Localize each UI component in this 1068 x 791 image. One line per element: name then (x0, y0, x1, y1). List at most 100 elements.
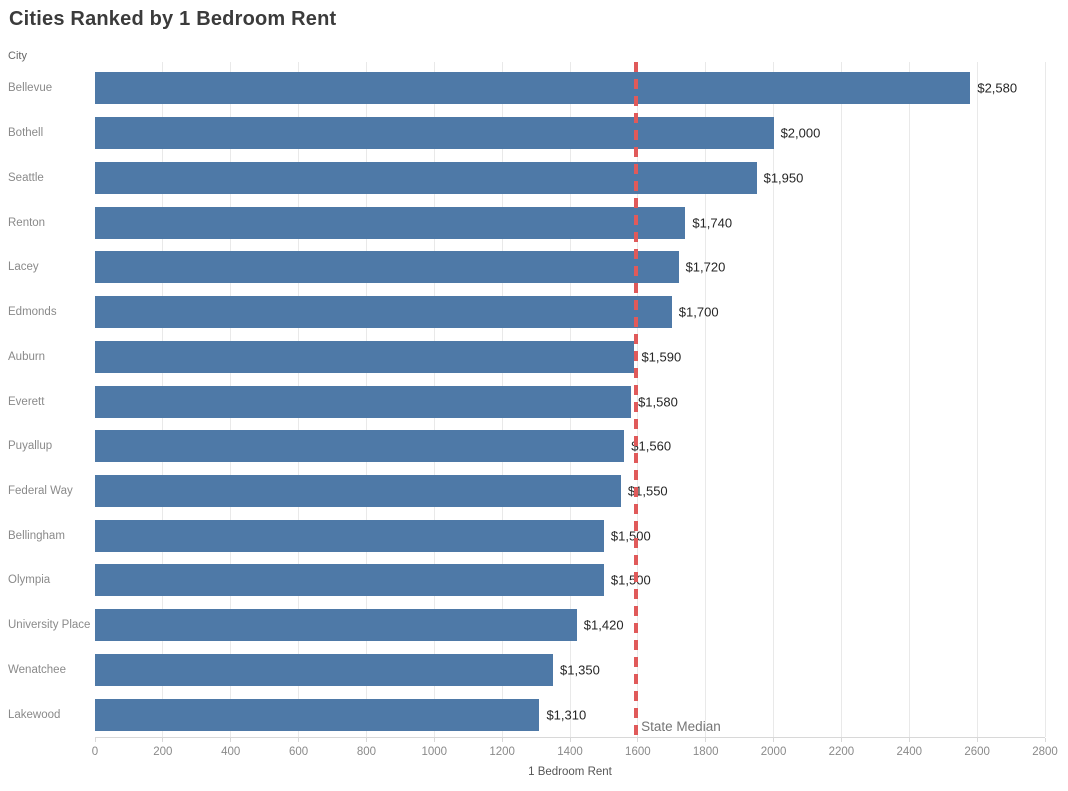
x-tick-label: 1000 (421, 746, 448, 758)
bar-row: Lakewood $1,310 (0, 692, 1068, 737)
category-label: Puyallup (8, 440, 53, 453)
bar-row: Bellingham $1,500 (0, 513, 1068, 558)
x-tick-mark (976, 738, 978, 742)
bar-lacey[interactable] (95, 251, 679, 284)
x-axis-line (95, 737, 1045, 738)
x-tick-label: 2800 (1032, 746, 1058, 758)
bar-track: $1,740 (95, 200, 1045, 245)
x-tick-label: 1400 (557, 746, 583, 758)
category-label: Everett (8, 395, 45, 408)
bar-row: Renton $1,740 (0, 200, 1068, 245)
bar-track: $1,500 (95, 558, 1045, 603)
bar-everett[interactable] (95, 385, 632, 418)
bar-row: Wenatchee $1,350 (0, 648, 1068, 693)
bar-university-place[interactable] (95, 609, 577, 642)
x-tick-label: 1800 (692, 746, 719, 758)
x-tick-mark (501, 738, 503, 742)
bar-auburn[interactable] (95, 340, 635, 373)
value-label: $2,000 (780, 125, 821, 141)
bar-track: $1,580 (95, 379, 1045, 424)
x-tick-mark (569, 738, 571, 742)
bar-track: $1,590 (95, 334, 1045, 379)
category-label: Bellingham (8, 529, 65, 542)
bar-track: $2,000 (95, 111, 1045, 156)
chart-title: Cities Ranked by 1 Bedroom Rent (9, 8, 337, 30)
category-label: Renton (8, 216, 46, 229)
state-median-label: State Median (641, 719, 721, 734)
bar-track: $1,310 (95, 692, 1045, 737)
category-label: Lakewood (8, 708, 61, 721)
bar-olympia[interactable] (95, 564, 604, 597)
bar-puyallup[interactable] (95, 430, 625, 463)
bar-row: Lacey $1,720 (0, 245, 1068, 290)
bar-row: Auburn $1,590 (0, 334, 1068, 379)
x-tick-mark (94, 738, 96, 742)
x-tick-mark (705, 738, 707, 742)
bar-row: Olympia $1,500 (0, 558, 1068, 603)
x-axis-title: 1 Bedroom Rent (528, 766, 612, 778)
gridline (976, 62, 978, 737)
bar-track: $1,350 (95, 648, 1045, 693)
bar-lakewood[interactable] (95, 698, 540, 731)
bar-track: $1,700 (95, 290, 1045, 335)
x-tick-label: 200 (153, 746, 173, 758)
bar-track: $1,720 (95, 245, 1045, 290)
value-label: $1,700 (678, 304, 719, 320)
category-label: University Place (8, 619, 91, 632)
value-label: $1,580 (638, 394, 678, 409)
x-tick-label: 1200 (489, 746, 515, 758)
gridline (705, 62, 707, 737)
x-tick-label: 1600 (625, 746, 651, 758)
bar-row: Seattle $1,950 (0, 155, 1068, 200)
x-tick-mark (298, 738, 300, 742)
x-tick-mark (773, 738, 775, 742)
bar-row: University Place $1,420 (0, 603, 1068, 648)
x-tick-mark (908, 738, 910, 742)
x-tick-label: 600 (288, 746, 309, 758)
bar-wenatchee[interactable] (95, 653, 554, 686)
bar-row: Edmonds $1,700 (0, 290, 1068, 335)
bar-edmonds[interactable] (95, 296, 672, 329)
bar-row: Bothell $2,000 (0, 111, 1068, 156)
value-label: $1,310 (546, 707, 587, 723)
category-label: Edmonds (8, 306, 57, 319)
category-label: Bellevue (8, 82, 53, 95)
x-tick-mark (365, 738, 367, 742)
category-label: Federal Way (8, 484, 73, 497)
x-tick-mark (230, 738, 232, 742)
x-tick-label: 400 (221, 746, 241, 758)
value-label: $1,420 (583, 617, 624, 633)
bar-bellevue[interactable] (95, 72, 971, 105)
bar-renton[interactable] (95, 206, 686, 239)
bar-bothell[interactable] (95, 117, 774, 150)
value-label: $1,350 (560, 662, 600, 678)
bar-row: Puyallup $1,560 (0, 424, 1068, 469)
x-tick-mark (1044, 738, 1046, 742)
category-label: Lacey (8, 261, 39, 274)
gridline (840, 62, 842, 737)
bar-bellingham[interactable] (95, 519, 604, 552)
value-label: $1,500 (610, 528, 651, 544)
category-label: Bothell (8, 127, 44, 140)
bar-row: Bellevue $2,580 (0, 66, 1068, 111)
bar-seattle[interactable] (95, 161, 757, 194)
x-axis: 0 200 400 600 800 1000 1200 1400 1600 1800 2000 220… (92, 737, 1058, 767)
x-tick-mark (637, 738, 639, 742)
bar-row: Everett $1,580 (0, 379, 1068, 424)
bar-rows: Bellevue $2,580 Bothell $2,000 Seattle $1,950… (0, 66, 1068, 737)
bar-federal-way[interactable] (95, 474, 621, 507)
value-label: $1,720 (685, 259, 726, 275)
value-label: $1,500 (610, 572, 651, 588)
category-label: Seattle (8, 171, 44, 184)
bar-track: $1,500 (95, 513, 1045, 558)
x-tick-label: 2600 (964, 746, 990, 758)
value-label: $1,560 (631, 438, 672, 454)
x-tick-mark (840, 738, 842, 742)
value-label: $1,950 (763, 170, 804, 186)
y-axis-header: City (8, 50, 27, 62)
state-median-line (634, 62, 639, 737)
category-label: Wenatchee (8, 663, 66, 676)
category-label: Olympia (8, 574, 51, 587)
x-tick-label: 2400 (896, 746, 923, 758)
